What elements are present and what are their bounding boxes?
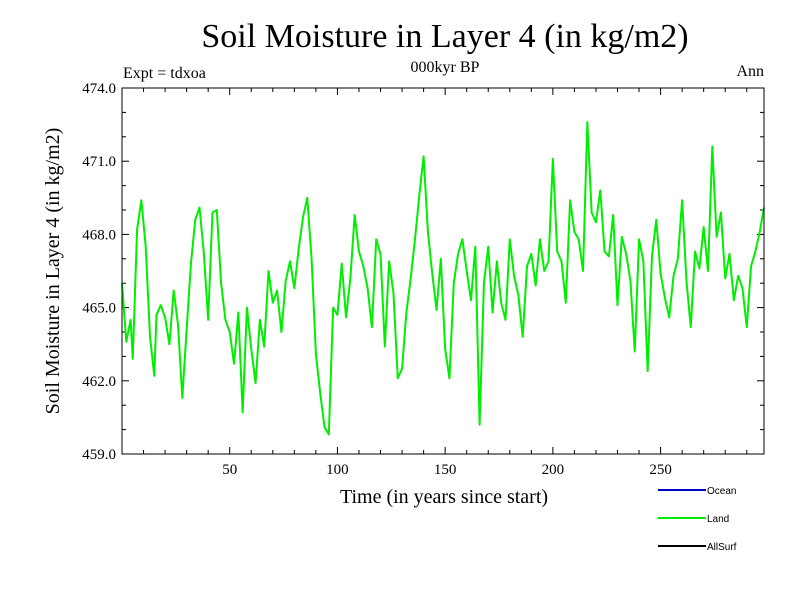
experiment-label: Expt = tdxoa bbox=[123, 65, 206, 82]
y-tick-label: 468.0 bbox=[82, 227, 116, 243]
x-tick-label: 200 bbox=[542, 462, 565, 478]
chart-title: Soil Moisture in Layer 4 (in kg/m2) bbox=[201, 18, 688, 55]
legend-label: Ocean bbox=[707, 486, 736, 497]
x-tick-label: 150 bbox=[434, 462, 457, 478]
legend-label: Land bbox=[707, 514, 729, 525]
y-tick-label: 474.0 bbox=[82, 81, 116, 97]
x-tick-label: 100 bbox=[326, 462, 349, 478]
y-axis-label: Soil Moisture in Layer 4 (in kg/m2) bbox=[42, 128, 64, 415]
land-series-line bbox=[121, 121, 765, 436]
y-tick-label: 465.0 bbox=[82, 301, 116, 317]
x-axis-label: Time (in years since start) bbox=[340, 486, 548, 508]
y-tick-label: 459.0 bbox=[82, 447, 116, 463]
legend-label: AllSurf bbox=[707, 542, 737, 553]
plot-frame bbox=[121, 87, 765, 455]
chart-subtitle: 000kyr BP bbox=[411, 59, 480, 76]
x-tick-label: 250 bbox=[649, 462, 672, 478]
x-tick-label: 50 bbox=[222, 462, 237, 478]
y-tick-label: 471.0 bbox=[82, 154, 116, 170]
legend: Ocean Land AllSurf bbox=[658, 486, 737, 553]
y-tick-label: 462.0 bbox=[82, 374, 116, 390]
y-axis: 459.0 462.0 465.0 468.0 471.0 474.0 bbox=[82, 81, 764, 463]
x-axis: 50 100 150 200 250 bbox=[143, 88, 748, 478]
season-label: Ann bbox=[736, 63, 764, 80]
